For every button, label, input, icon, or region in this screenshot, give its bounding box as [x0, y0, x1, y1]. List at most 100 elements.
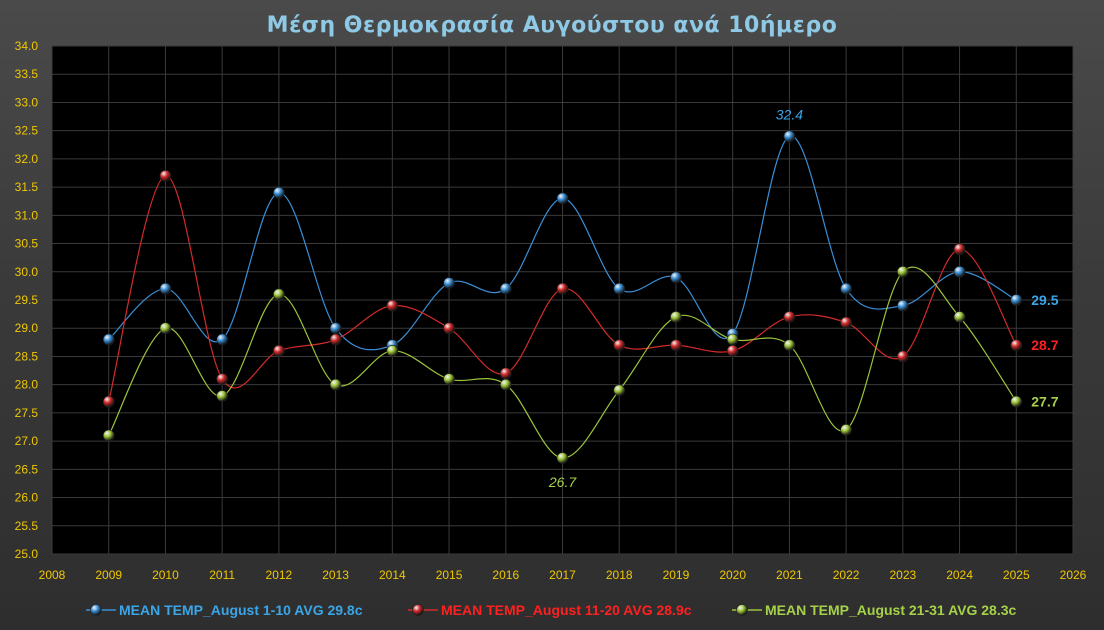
data-point-series-1 [443, 277, 455, 289]
data-point-series-3 [840, 424, 852, 436]
x-tick-label: 2008 [39, 568, 66, 582]
x-tick-label: 2009 [95, 568, 122, 582]
legend-label: MEAN TEMP_August 11-20 AVG 28.9c [441, 602, 692, 618]
x-tick-label: 2016 [492, 568, 519, 582]
data-point-series-2 [953, 243, 966, 255]
annotation-label: 26.7 [548, 474, 577, 490]
data-labels: 29.5 32.4 28.7 27.7 26.7 [548, 106, 1059, 490]
data-point-series-2 [726, 344, 739, 357]
data-point-series-3 [556, 452, 569, 464]
data-point-series-1 [102, 333, 115, 346]
x-tick-label: 2019 [663, 568, 690, 582]
data-point-series-2 [897, 350, 909, 363]
data-point-series-2 [613, 339, 626, 351]
y-tick-label: 25.0 [15, 547, 39, 561]
data-point-series-3 [953, 311, 966, 323]
data-point-series-2 [273, 344, 285, 357]
y-tick-label: 31.5 [15, 180, 39, 194]
data-point-series-3 [670, 311, 682, 323]
x-tick-label: 2025 [1003, 568, 1030, 582]
data-point-series-1 [670, 271, 682, 284]
data-point-series-3 [613, 384, 626, 397]
data-point-series-1 [783, 130, 796, 143]
y-tick-label: 26.5 [15, 462, 39, 476]
data-point-series-2 [556, 282, 569, 295]
data-point-series-3 [443, 373, 455, 385]
data-point-series-3 [102, 429, 115, 442]
data-point-series-1 [216, 333, 228, 346]
x-tick-label: 2010 [152, 568, 179, 582]
legend-marker [412, 604, 424, 616]
data-point-series-1 [840, 282, 852, 295]
x-tick-label: 2012 [266, 568, 293, 582]
y-tick-label: 28.0 [15, 378, 39, 392]
y-tick-label: 33.5 [15, 67, 39, 81]
y-tick-label: 25.5 [15, 519, 39, 533]
data-point-series-1 [556, 192, 569, 205]
data-point-series-2 [216, 373, 228, 385]
x-tick-label: 2021 [776, 568, 803, 582]
x-tick-label: 2017 [549, 568, 576, 582]
data-point-series-3 [216, 390, 228, 402]
data-point-series-3 [499, 378, 512, 391]
data-point-series-2 [329, 333, 342, 346]
data-point-series-2 [840, 316, 852, 329]
data-point-series-3 [783, 339, 796, 351]
x-tick-label: 2011 [209, 568, 235, 582]
data-point-series-3 [726, 333, 739, 346]
data-point-series-2 [159, 170, 172, 182]
x-tick-label: 2018 [606, 568, 633, 582]
data-point-series-3 [1010, 395, 1023, 408]
x-tick-label: 2024 [946, 568, 973, 582]
data-point-series-2 [1010, 339, 1023, 351]
legend-label: MEAN TEMP_August 21-31 AVG 28.3c [765, 602, 1017, 618]
y-tick-label: 33.0 [15, 95, 39, 109]
y-tick-label: 31.0 [15, 208, 39, 222]
y-tick-label: 32.5 [15, 124, 39, 138]
data-point-series-1 [273, 186, 285, 199]
data-point-series-1 [953, 265, 966, 278]
data-point-series-1 [329, 322, 342, 335]
data-point-series-3 [329, 378, 342, 391]
annotation-label: 32.4 [776, 106, 803, 122]
axes: 25.0 25.5 26.0 26.5 27.0 27.5 28.0 28.5 29.0 29.5… [15, 39, 1087, 582]
end-value-label: 27.7 [1031, 394, 1058, 410]
data-point-series-2 [443, 322, 455, 335]
y-tick-label: 32.0 [15, 152, 39, 166]
data-point-series-2 [783, 311, 796, 323]
data-point-series-2 [386, 299, 399, 312]
data-point-series-2 [499, 367, 512, 380]
chart-title: Μέση Θερμοκρασία Αυγούστου ανά 10ήμερο [267, 13, 838, 38]
x-tick-label: 2023 [889, 568, 916, 582]
legend-marker [90, 604, 102, 616]
y-tick-label: 27.5 [15, 406, 39, 420]
data-point-series-2 [670, 339, 682, 351]
data-point-series-3 [273, 288, 285, 301]
legend-marker [736, 604, 748, 616]
end-value-label: 29.5 [1031, 292, 1058, 308]
legend: MEAN TEMP_August 1-10 AVG 29.8c MEAN TEMP… [86, 602, 1017, 618]
x-tick-label: 2022 [833, 568, 860, 582]
data-point-series-1 [613, 282, 626, 295]
x-tick-label: 2026 [1060, 568, 1087, 582]
y-tick-label: 30.5 [15, 237, 39, 251]
data-point-series-3 [897, 265, 909, 278]
x-tick-label: 2014 [379, 568, 406, 582]
data-point-series-1 [1010, 294, 1023, 306]
data-point-series-3 [159, 322, 172, 335]
x-tick-label: 2013 [322, 568, 349, 582]
data-markers [102, 130, 1023, 464]
y-tick-label: 29.0 [15, 321, 39, 335]
y-tick-label: 27.0 [15, 434, 39, 448]
y-tick-label: 28.5 [15, 349, 39, 363]
y-tick-label: 30.0 [15, 265, 39, 279]
end-value-label: 28.7 [1031, 337, 1058, 353]
x-tick-label: 2020 [719, 568, 746, 582]
series-line-2 [108, 175, 1017, 402]
data-point-series-1 [897, 299, 909, 312]
data-point-series-3 [386, 344, 399, 357]
y-tick-label: 34.0 [15, 39, 39, 53]
legend-label: MEAN TEMP_August 1-10 AVG 29.8c [119, 602, 363, 618]
